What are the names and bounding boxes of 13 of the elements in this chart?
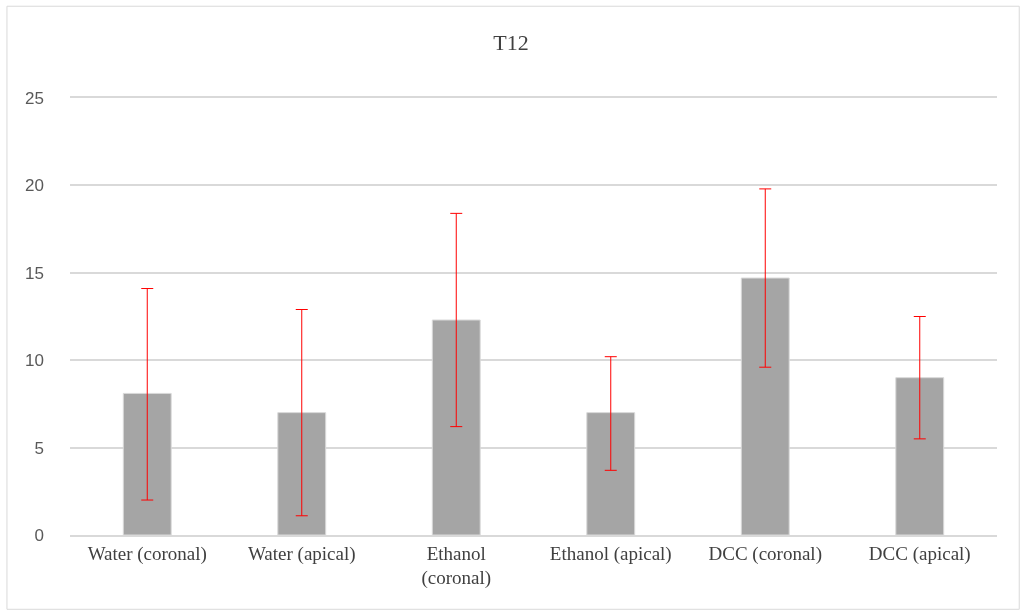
y-tick-label: 20 (25, 176, 44, 196)
y-tick-label: 15 (25, 263, 44, 283)
x-tick-label: Ethanol (apical) (549, 542, 672, 565)
x-tick-label: DCC (coronal) (708, 542, 822, 565)
x-tick-label: Ethanol (coronal) (421, 542, 492, 590)
x-tick-label: DCC (apical) (868, 542, 971, 565)
y-tick-label: 10 (25, 351, 44, 371)
x-tick-label: Water (coronal) (87, 542, 207, 565)
y-tick-label: 25 (25, 88, 44, 108)
x-tick-label: Water (apical) (247, 542, 356, 565)
chart-title: T12 (493, 30, 529, 56)
y-tick-label: 0 (34, 525, 44, 545)
y-tick-label: 5 (34, 438, 44, 458)
